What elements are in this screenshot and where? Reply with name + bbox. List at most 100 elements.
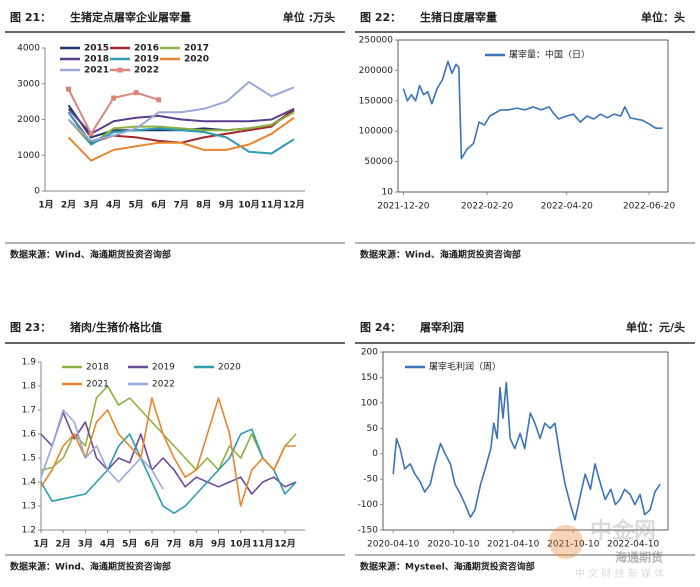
series-line [40, 409, 164, 490]
legend-label: 屠宰量：中国（日） [509, 49, 590, 61]
unit-label: 单位 :万头 [283, 10, 335, 24]
y-tick-label: 0 [34, 187, 40, 197]
legend-label: 2015 [84, 44, 109, 54]
plot-frame [382, 351, 669, 531]
watermark-tagline: 中 文 财 经 新 媒 体 [575, 567, 664, 580]
series-line [40, 411, 297, 495]
series-line [67, 111, 295, 146]
x-tick-label: 5月 [129, 200, 144, 211]
legend-label: 屠宰毛利润（周） [429, 361, 501, 373]
x-tick-label: 2月 [61, 200, 76, 211]
y-tick-label: 0 [372, 449, 378, 459]
watermark-account: 海通期货 [615, 550, 663, 565]
x-tick-label: 10月 [230, 539, 252, 550]
x-tick-label: 2021-10-10 [547, 540, 600, 550]
x-tick-label: 11月 [261, 200, 283, 211]
point-marker [66, 86, 72, 92]
plot-frame [397, 39, 669, 193]
series-line [67, 111, 295, 155]
y-tick-label: 100 [361, 398, 378, 408]
source-note: 数据来源：Wind、海通期货投资咨询部 [10, 561, 171, 573]
figure-label: 图 22： [360, 11, 401, 24]
source-note: 数据来源：Mysteel、海通期货投资咨询部 [360, 561, 535, 573]
x-tick-label: 5月 [122, 539, 137, 550]
y-tick-label: 200 [361, 348, 378, 358]
x-tick-label: 11月 [252, 539, 274, 550]
x-tick-label: 2022-04-10 [607, 540, 660, 550]
source-note: 数据来源：Wind、海通期货投资咨询部 [10, 249, 171, 261]
y-tick-label: 10 [382, 188, 394, 198]
y-tick-label: 150 [361, 373, 378, 383]
y-tick-label: -100 [358, 500, 379, 510]
legend-label: 2018 [86, 363, 109, 373]
series-line [67, 81, 295, 142]
legend-label: 2020 [184, 55, 209, 65]
x-tick-label: 4月 [106, 200, 121, 211]
legend-label: 2022 [134, 66, 159, 76]
legend-label: 2022 [152, 380, 175, 390]
point-marker [156, 97, 162, 103]
legend-label: 2019 [134, 55, 159, 65]
x-tick-label: 3月 [78, 539, 93, 550]
x-tick-label: 4月 [100, 539, 115, 550]
y-tick-label: 200000 [359, 66, 394, 76]
x-tick-label: 7月 [166, 539, 181, 550]
x-tick-label: 9月 [211, 539, 226, 550]
unit-label: 单位：头 [641, 10, 685, 24]
y-tick-label: 1.8 [22, 382, 37, 392]
point-marker [111, 95, 117, 101]
x-tick-label: 6月 [144, 539, 159, 550]
y-tick-label: 1.5 [22, 454, 36, 464]
y-tick-label: -50 [363, 475, 378, 485]
chart-title: 生猪日度屠宰量 [420, 10, 497, 24]
legend-label: 2019 [152, 363, 175, 373]
chart-title: 猪肉/生猪价格比值 [69, 320, 162, 334]
x-tick-label: 9月 [219, 200, 234, 211]
series-line [40, 428, 297, 514]
unit-label: 单位：元/头 [626, 320, 685, 334]
series-line [40, 397, 297, 507]
y-tick-label: 50000 [364, 157, 393, 167]
series-line [67, 116, 295, 162]
x-tick-label: 8月 [196, 200, 211, 211]
x-tick-label: 10月 [238, 200, 260, 211]
legend-marker [117, 67, 123, 73]
x-tick-label: 2020-04-10 [367, 540, 420, 550]
series-line [67, 107, 295, 135]
legend-label: 2021 [86, 380, 109, 390]
x-tick-label: 12月 [274, 539, 296, 550]
legend-label: 2020 [218, 363, 241, 373]
y-tick-label: -150 [358, 526, 379, 536]
legend-label: 2017 [184, 44, 209, 54]
figure-label: 图 23： [10, 321, 51, 334]
y-tick-label: 250000 [359, 36, 394, 46]
x-tick-label: 12月 [283, 200, 305, 211]
y-tick-label: 1.7 [22, 406, 36, 416]
chart-title: 屠宰利润 [420, 320, 464, 334]
x-tick-label: 6月 [151, 200, 166, 211]
y-tick-label: 4000 [17, 44, 40, 54]
series-line [402, 60, 663, 160]
x-tick-label: 2021-12-20 [377, 202, 430, 212]
x-tick-label: 7月 [174, 200, 189, 211]
figure-label: 图 21： [10, 11, 51, 24]
y-tick-label: 1000 [17, 151, 40, 161]
point-marker [133, 90, 139, 96]
y-tick-label: 150000 [359, 96, 394, 106]
watermark-site: 中金网 [590, 518, 656, 544]
x-tick-label: 8月 [189, 539, 204, 550]
y-tick-label: 1.9 [22, 358, 37, 368]
x-tick-label: 3月 [83, 200, 98, 211]
x-tick-label: 2022-06-20 [623, 202, 676, 212]
y-tick-label: 1.3 [22, 502, 36, 512]
chart-title: 生猪定点屠宰企业屠宰量 [70, 10, 191, 24]
y-tick-label: 1.4 [22, 478, 37, 488]
x-tick-label: 2020-10-10 [427, 540, 480, 550]
x-tick-label: 2021-04-10 [487, 540, 540, 550]
legend-label: 2016 [134, 44, 159, 54]
point-marker [88, 131, 94, 137]
watermark-logo [549, 525, 583, 559]
y-tick-label: 2000 [17, 115, 40, 125]
